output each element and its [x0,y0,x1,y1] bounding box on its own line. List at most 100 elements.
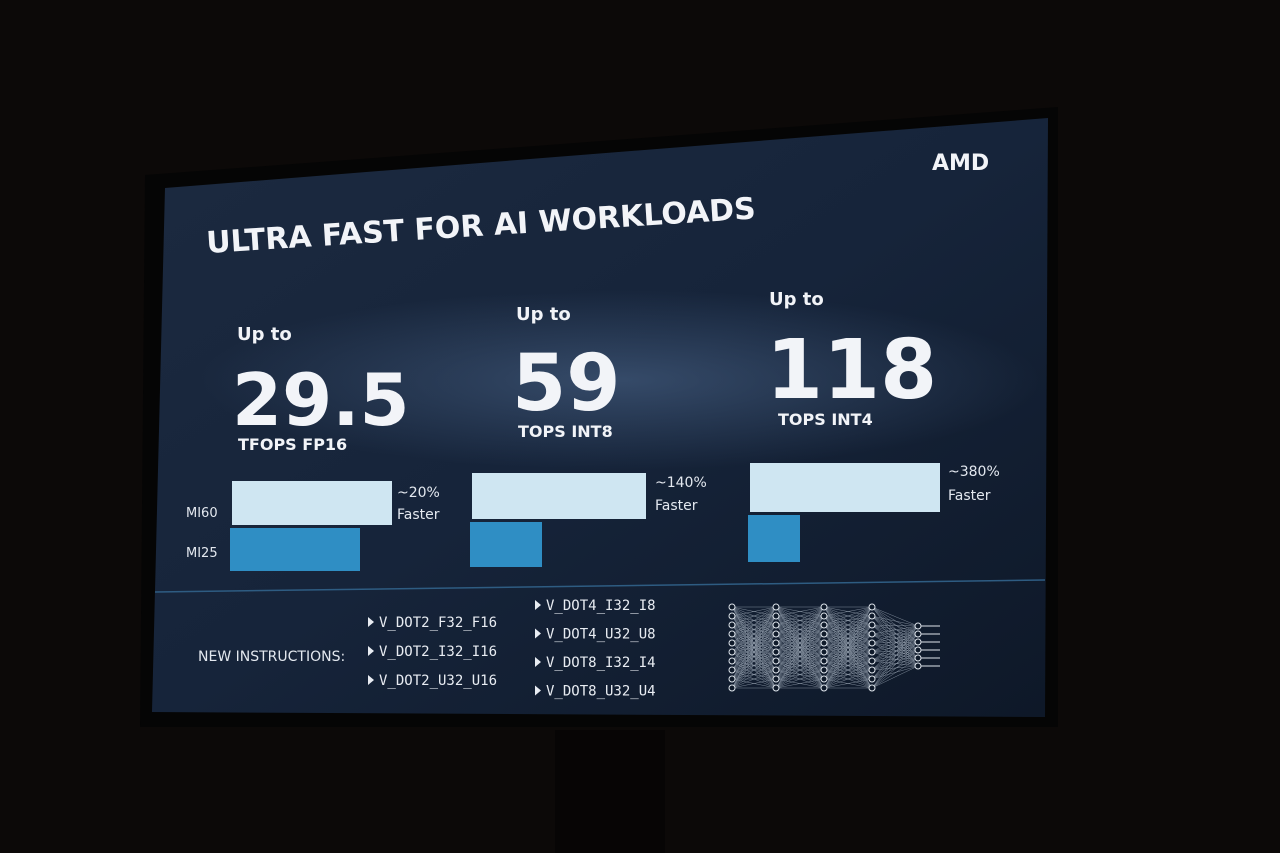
node [772,639,780,647]
edge [871,624,919,627]
edge [871,641,919,689]
node [914,646,922,654]
instruction: V_DOT2_U32_U16 [379,673,497,689]
edge [871,615,919,659]
edge [731,606,777,689]
edge [731,606,777,644]
edge [775,606,825,689]
node [868,639,876,647]
stand [555,730,665,853]
edge [775,606,825,671]
node [772,648,780,656]
edge [775,633,825,689]
bullet [535,600,541,610]
instruction: V_DOT4_I32_I8 [546,598,656,614]
edge [731,660,777,689]
edge [871,651,919,667]
gain-label: Faster [397,507,440,523]
node [820,675,828,683]
edge [871,657,919,662]
edge [871,665,919,680]
node [820,621,828,629]
bullet [535,685,541,696]
gain: ~140% [655,475,707,491]
metric-value: 59 [512,339,621,429]
metric: Up to 59 TOPS INT8 ~140% Faster [470,304,707,567]
backdrop-wave [200,290,1040,470]
edge [775,651,825,689]
instruction: V_DOT2_I32_I16 [379,644,497,660]
metric-unit: TFOPS FP16 [238,435,347,454]
node [868,666,876,674]
bar-mi25 [470,522,542,567]
edge [823,606,873,680]
node [820,603,828,611]
edge [871,633,919,643]
edge [775,660,825,689]
metric-prefix: Up to [769,289,824,310]
bar-mi60 [472,473,646,519]
metric-value: 118 [766,323,937,418]
edge [823,606,873,653]
gain: ~380% [948,464,1000,480]
node [914,638,922,646]
edge [823,606,873,689]
legend-label: MI60 [186,506,218,521]
neural-net-icon [728,603,940,692]
edge [775,606,825,617]
metric: Up to 118 TOPS INT4 ~380% Faster [748,289,1000,562]
node [772,657,780,665]
edge [775,606,825,626]
node [868,630,876,638]
edge [775,606,825,680]
node [772,684,780,692]
edge [775,669,825,689]
gain-label: Faster [655,498,698,514]
edge [731,633,777,689]
node [868,657,876,665]
edge [731,606,777,653]
node [728,666,736,674]
edge [871,660,919,667]
metric-value: 29.5 [232,358,410,442]
edge [775,615,825,689]
edge [871,633,919,651]
node [772,612,780,620]
instruction: V_DOT4_U32_U8 [546,627,656,643]
edge [871,642,919,659]
node [868,603,876,611]
edge [871,665,919,671]
edge [731,642,777,689]
edge [871,665,919,689]
edge [871,624,919,643]
edge [823,633,873,689]
node [728,657,736,665]
edge [871,625,919,671]
edge [871,642,919,651]
edge [731,606,777,617]
node [868,612,876,620]
divider [154,579,1046,593]
node [772,621,780,629]
edge [871,657,919,671]
node [728,612,736,620]
edge [871,625,919,653]
edge [871,649,919,680]
node [728,684,736,692]
edge [871,615,919,651]
edge [871,641,919,671]
gain: ~20% [397,485,440,501]
edge [823,651,873,689]
edge [823,624,873,689]
edge [823,678,873,689]
edge [871,649,919,653]
node [820,657,828,665]
legend-label: MI25 [186,546,218,561]
bullet [368,617,374,627]
bar-mi25 [230,528,360,571]
node [728,648,736,656]
edge [871,649,919,689]
instruction-list: V_DOT2_F32_F16 V_DOT2_I32_I16 V_DOT2_U32_U… [368,598,656,700]
edge [871,633,919,680]
node [772,630,780,638]
